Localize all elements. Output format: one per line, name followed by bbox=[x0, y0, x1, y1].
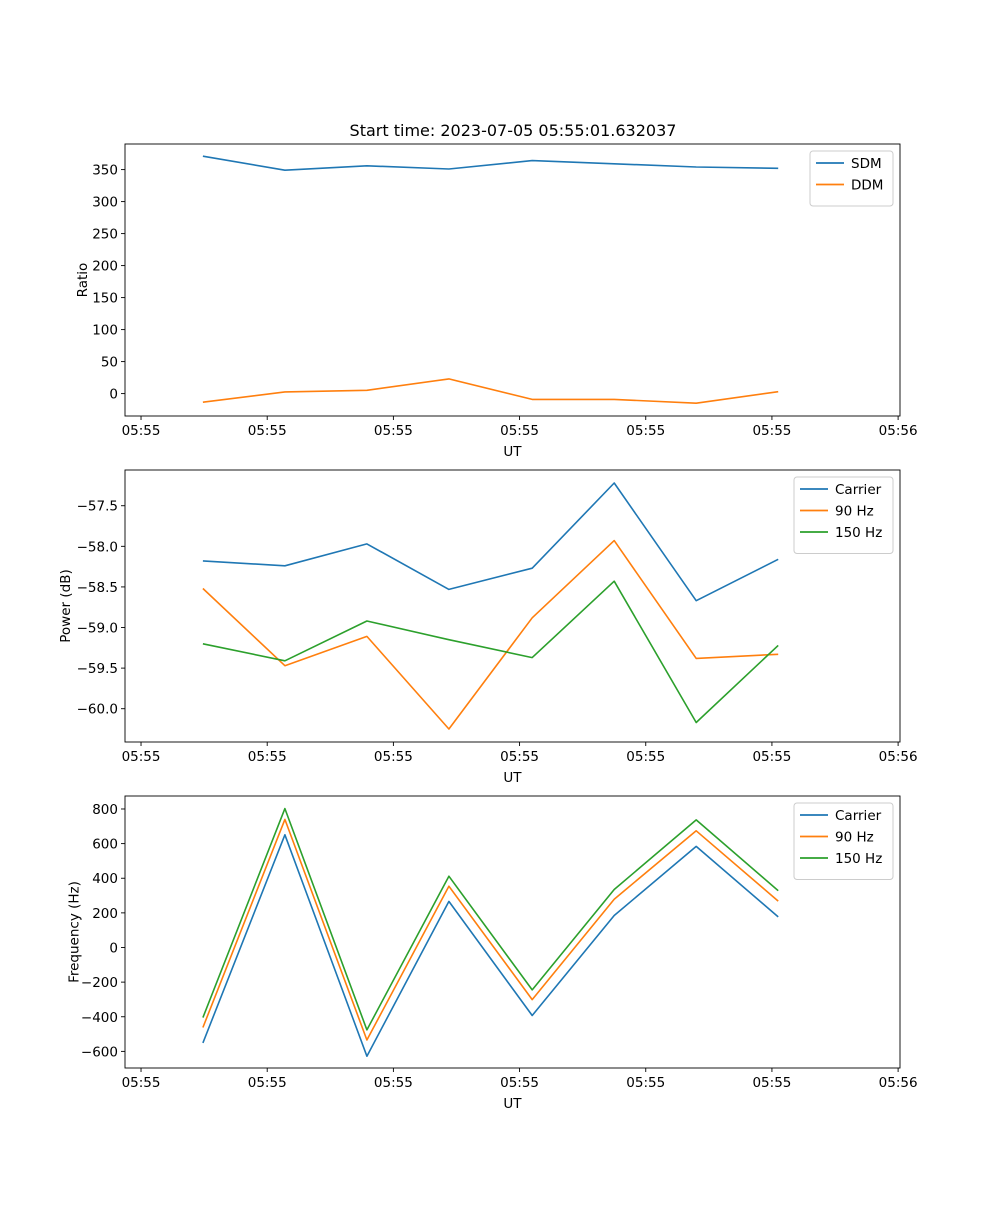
y-tick-label: 0 bbox=[109, 387, 118, 403]
x-tick-label: 05:55 bbox=[122, 749, 161, 765]
x-tick-label: 05:55 bbox=[626, 1075, 665, 1091]
y-tick-label: 0 bbox=[109, 940, 118, 956]
legend-label: 90 Hz bbox=[835, 830, 874, 846]
series-line-sdm bbox=[202, 155, 779, 171]
x-tick-label: 05:55 bbox=[374, 749, 413, 765]
x-tick-label: 05:55 bbox=[500, 423, 539, 439]
x-tick-label: 05:56 bbox=[879, 749, 918, 765]
legend-box bbox=[793, 802, 894, 880]
x-tick-label: 05:56 bbox=[879, 1075, 918, 1091]
series-line-150-hz bbox=[202, 580, 779, 724]
axes-frame bbox=[124, 143, 901, 417]
y-axis-label: Ratio bbox=[75, 263, 91, 298]
series-line-90-hz bbox=[202, 539, 779, 730]
legend-label: DDM bbox=[851, 178, 883, 194]
series-line-ddm bbox=[202, 378, 779, 405]
y-tick-label: −600 bbox=[81, 1044, 118, 1060]
x-tick-label: 05:55 bbox=[248, 1075, 287, 1091]
legend-label: SDM bbox=[851, 156, 882, 172]
y-tick-label: −58.0 bbox=[77, 539, 118, 555]
y-tick-label: −57.5 bbox=[77, 499, 118, 515]
subplot-3: 05:55 05:55 05:55 05:55 05:55 05:55 05:56 UT −60… bbox=[67, 795, 918, 1112]
x-tick-label: 05:55 bbox=[752, 1075, 791, 1091]
x-tick-label: 05:55 bbox=[626, 423, 665, 439]
subplot-2: 05:55 05:55 05:55 05:55 05:55 05:55 05:56 UT −60… bbox=[58, 469, 918, 786]
chart-title: Start time: 2023-07-05 05:55:01.632037 bbox=[350, 121, 677, 140]
x-tick-label: 05:55 bbox=[122, 423, 161, 439]
x-tick-label: 05:55 bbox=[248, 749, 287, 765]
y-tick-label: 300 bbox=[92, 195, 118, 211]
subplot-1: 05:55 05:55 05:55 05:55 05:55 05:55 05:56 UT 0 50… bbox=[75, 143, 918, 460]
x-tick-label: 05:55 bbox=[374, 423, 413, 439]
x-tick-label: 05:55 bbox=[500, 749, 539, 765]
y-tick-label: −58.5 bbox=[77, 580, 118, 596]
legend-box bbox=[793, 476, 894, 554]
y-tick-label: 350 bbox=[92, 163, 118, 179]
x-axis-label: UT bbox=[503, 770, 522, 786]
legend: SDM DDM bbox=[809, 150, 894, 207]
legend-label: 150 Hz bbox=[835, 851, 882, 867]
axes-frame bbox=[124, 795, 901, 1069]
legend-box bbox=[809, 150, 894, 207]
y-tick-label: 100 bbox=[92, 323, 118, 339]
y-tick-label: 400 bbox=[92, 871, 118, 887]
x-tick-label: 05:55 bbox=[122, 1075, 161, 1091]
axes-frame bbox=[124, 469, 901, 743]
y-tick-label: 50 bbox=[101, 355, 118, 371]
y-tick-label: −200 bbox=[81, 975, 118, 991]
legend-label: Carrier bbox=[835, 808, 882, 824]
legend-label: 90 Hz bbox=[835, 504, 874, 520]
y-tick-label: −60.0 bbox=[77, 702, 118, 718]
y-tick-label: 800 bbox=[92, 802, 118, 818]
x-tick-label: 05:55 bbox=[500, 1075, 539, 1091]
x-tick-label: 05:55 bbox=[752, 423, 791, 439]
series-line-90-hz bbox=[202, 818, 779, 1041]
y-tick-label: 200 bbox=[92, 906, 118, 922]
y-tick-label: 200 bbox=[92, 259, 118, 275]
x-tick-label: 05:55 bbox=[752, 749, 791, 765]
x-axis-label: UT bbox=[503, 444, 522, 460]
legend: Carrier 90 Hz 150 Hz bbox=[793, 802, 894, 880]
series-line-carrier bbox=[202, 833, 779, 1057]
y-tick-label: −59.0 bbox=[77, 621, 118, 637]
x-tick-label: 05:56 bbox=[879, 423, 918, 439]
x-tick-label: 05:55 bbox=[248, 423, 287, 439]
series-line-carrier bbox=[202, 482, 779, 602]
series-line-150-hz bbox=[202, 807, 779, 1031]
x-tick-label: 05:55 bbox=[374, 1075, 413, 1091]
y-tick-label: −400 bbox=[81, 1010, 118, 1026]
legend-label: 150 Hz bbox=[835, 525, 882, 541]
y-axis-label: Power (dB) bbox=[58, 569, 74, 642]
y-tick-label: 600 bbox=[92, 837, 118, 853]
legend: Carrier 90 Hz 150 Hz bbox=[793, 476, 894, 554]
x-tick-label: 05:55 bbox=[626, 749, 665, 765]
y-tick-label: −59.5 bbox=[77, 661, 118, 677]
y-tick-label: 250 bbox=[92, 227, 118, 243]
y-axis-label: Frequency (Hz) bbox=[67, 881, 83, 983]
x-axis-label: UT bbox=[503, 1096, 522, 1112]
legend-label: Carrier bbox=[835, 482, 882, 498]
y-tick-label: 150 bbox=[92, 291, 118, 307]
